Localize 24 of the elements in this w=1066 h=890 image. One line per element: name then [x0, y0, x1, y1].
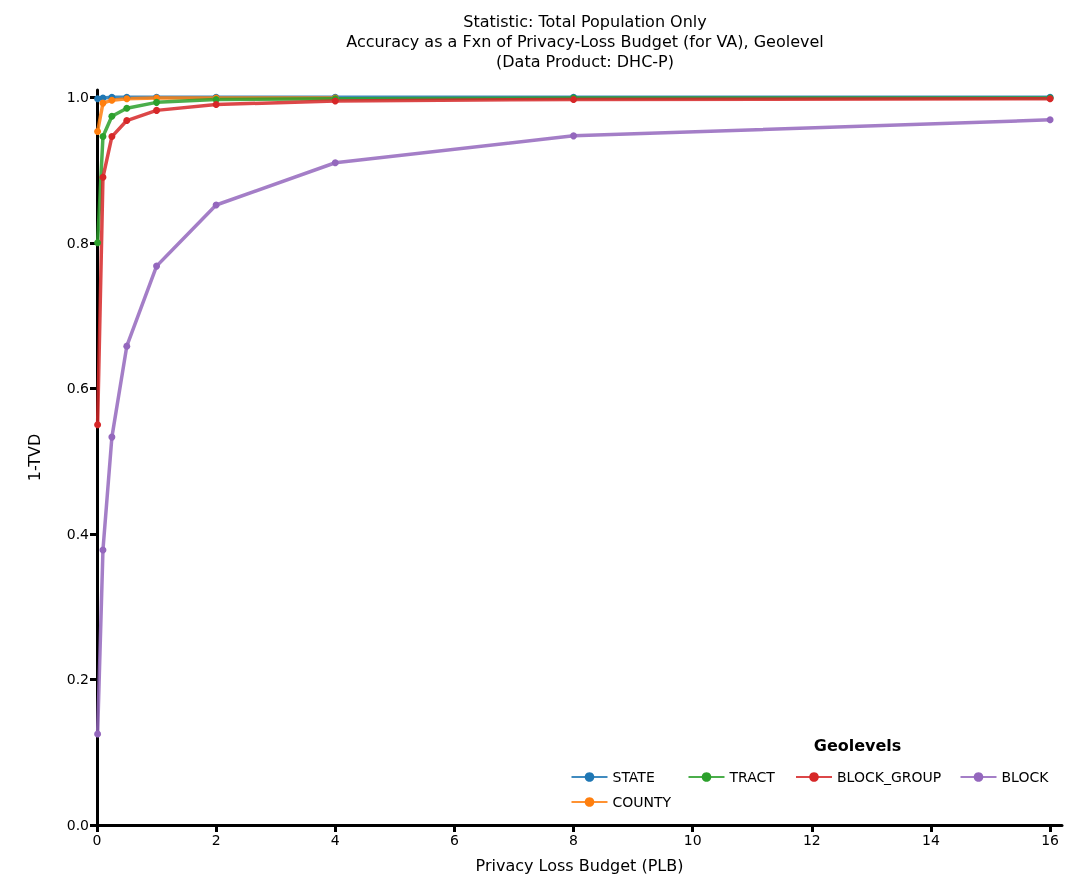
legend-label: TRACT [728, 769, 776, 785]
legend-title: Geolevels [813, 735, 902, 755]
chart-title: Statistic: Total Population Only Accuracy as a Fxn of Privacy-Loss Budget (for VA), Geolevel (Data Product: DHC-P) [346, 11, 824, 71]
y-tick-label: 1.0 [66, 89, 89, 106]
y-axis-title: 1-TVD [24, 433, 44, 482]
y-tick-label: 0.2 [66, 671, 89, 688]
x-tick-label: 4 [330, 832, 340, 848]
x-tick-label: 0 [92, 832, 102, 848]
y-tick-label: 0.6 [66, 380, 90, 397]
y-tick-label: 0.4 [66, 525, 90, 542]
y-tick-label: 0.0 [66, 817, 89, 833]
y-tick-label: 0.8 [66, 234, 89, 251]
x-tick-label: 2 [211, 832, 221, 848]
x-tick-label: 14 [922, 832, 940, 848]
legend-label: COUNTY [612, 794, 672, 810]
x-tick-label: 16 [1041, 832, 1060, 848]
legend-label: STATE [612, 769, 655, 785]
x-tick-label: 8 [569, 832, 578, 848]
legend-label: BLOCK_GROUP [837, 769, 942, 785]
x-axis-title: Privacy Loss Budget (PLB) [475, 855, 684, 875]
x-tick-label: 12 [802, 832, 821, 848]
x-tick-label: 10 [683, 832, 702, 848]
legend-label: BLOCK [1001, 769, 1050, 785]
x-tick-label: 6 [449, 832, 459, 848]
